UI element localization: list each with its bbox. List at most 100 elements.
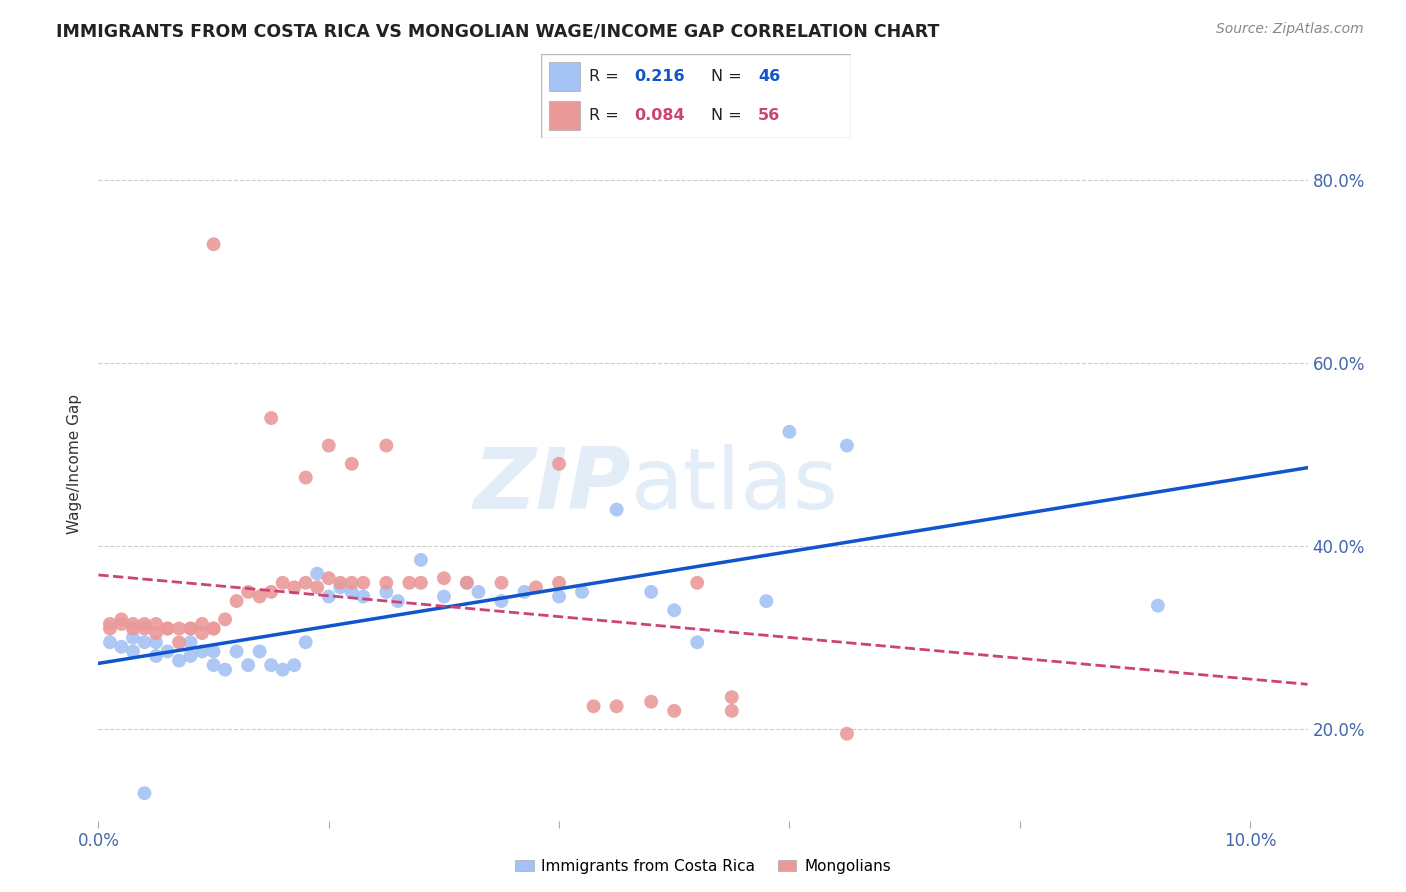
Point xyxy=(513,585,536,599)
Point xyxy=(835,438,858,452)
Point xyxy=(145,648,167,663)
Point xyxy=(180,622,202,636)
Point xyxy=(202,658,225,673)
Point xyxy=(294,575,316,590)
Point xyxy=(260,585,283,599)
Text: Source: ZipAtlas.com: Source: ZipAtlas.com xyxy=(1216,22,1364,37)
Point xyxy=(225,644,247,658)
Point xyxy=(318,438,340,452)
Point xyxy=(307,580,329,594)
Point xyxy=(202,644,225,658)
Point xyxy=(340,457,363,471)
Point xyxy=(180,635,202,649)
Bar xyxy=(548,62,581,91)
Point xyxy=(778,425,800,439)
Point xyxy=(225,594,247,608)
FancyBboxPatch shape xyxy=(541,54,851,138)
Point xyxy=(329,575,352,590)
Point xyxy=(134,786,156,800)
Point xyxy=(387,594,409,608)
Point xyxy=(122,631,145,645)
Point xyxy=(548,590,571,604)
Text: IMMIGRANTS FROM COSTA RICA VS MONGOLIAN WAGE/INCOME GAP CORRELATION CHART: IMMIGRANTS FROM COSTA RICA VS MONGOLIAN … xyxy=(56,22,939,40)
Point xyxy=(548,575,571,590)
Point xyxy=(167,622,190,636)
Text: 0.216: 0.216 xyxy=(634,69,685,84)
Point xyxy=(271,663,294,677)
Y-axis label: Wage/Income Gap: Wage/Income Gap xyxy=(67,393,83,534)
Point xyxy=(191,626,214,640)
Point xyxy=(134,622,156,636)
Point xyxy=(720,704,742,718)
Point xyxy=(606,502,628,516)
Text: 0.084: 0.084 xyxy=(634,108,685,123)
Point xyxy=(202,622,225,636)
Point xyxy=(491,575,513,590)
Point xyxy=(686,575,709,590)
Point xyxy=(191,644,214,658)
Point xyxy=(122,616,145,631)
Point xyxy=(98,622,121,636)
Point xyxy=(283,658,305,673)
Point xyxy=(260,411,283,425)
Point xyxy=(835,727,858,741)
Point xyxy=(375,585,398,599)
Point xyxy=(214,612,236,626)
Text: R =: R = xyxy=(589,108,624,123)
Point xyxy=(110,612,132,626)
Text: 56: 56 xyxy=(758,108,780,123)
Point xyxy=(375,575,398,590)
Point xyxy=(640,695,662,709)
Point xyxy=(294,635,316,649)
Point xyxy=(318,590,340,604)
Text: N =: N = xyxy=(711,108,748,123)
Legend: Immigrants from Costa Rica, Mongolians: Immigrants from Costa Rica, Mongolians xyxy=(509,853,897,880)
Point xyxy=(98,635,121,649)
Point xyxy=(340,575,363,590)
Point xyxy=(260,658,283,673)
Point xyxy=(491,594,513,608)
Point xyxy=(145,616,167,631)
Point xyxy=(214,663,236,677)
Point xyxy=(456,575,478,590)
Point xyxy=(180,648,202,663)
Point xyxy=(122,644,145,658)
Point xyxy=(640,585,662,599)
Point xyxy=(433,571,456,585)
Point xyxy=(191,616,214,631)
Point xyxy=(318,571,340,585)
Point xyxy=(1147,599,1170,613)
Bar xyxy=(548,101,581,130)
Point xyxy=(98,616,121,631)
Point xyxy=(340,585,363,599)
Point xyxy=(145,626,167,640)
Point xyxy=(110,640,132,654)
Point xyxy=(294,470,316,484)
Point xyxy=(409,553,432,567)
Point xyxy=(145,635,167,649)
Point xyxy=(606,699,628,714)
Point xyxy=(134,635,156,649)
Point xyxy=(548,457,571,471)
Point xyxy=(249,590,271,604)
Point xyxy=(236,585,259,599)
Text: atlas: atlas xyxy=(630,443,838,527)
Text: R =: R = xyxy=(589,69,624,84)
Point xyxy=(329,580,352,594)
Point xyxy=(167,654,190,668)
Point xyxy=(433,590,456,604)
Point xyxy=(156,644,179,658)
Point xyxy=(156,622,179,636)
Point xyxy=(134,616,156,631)
Point xyxy=(755,594,778,608)
Point xyxy=(249,644,271,658)
Point xyxy=(307,566,329,581)
Point xyxy=(283,580,305,594)
Text: N =: N = xyxy=(711,69,748,84)
Point xyxy=(524,580,547,594)
Point xyxy=(571,585,593,599)
Point xyxy=(664,704,686,718)
Point xyxy=(167,635,190,649)
Text: 46: 46 xyxy=(758,69,780,84)
Point xyxy=(202,237,225,252)
